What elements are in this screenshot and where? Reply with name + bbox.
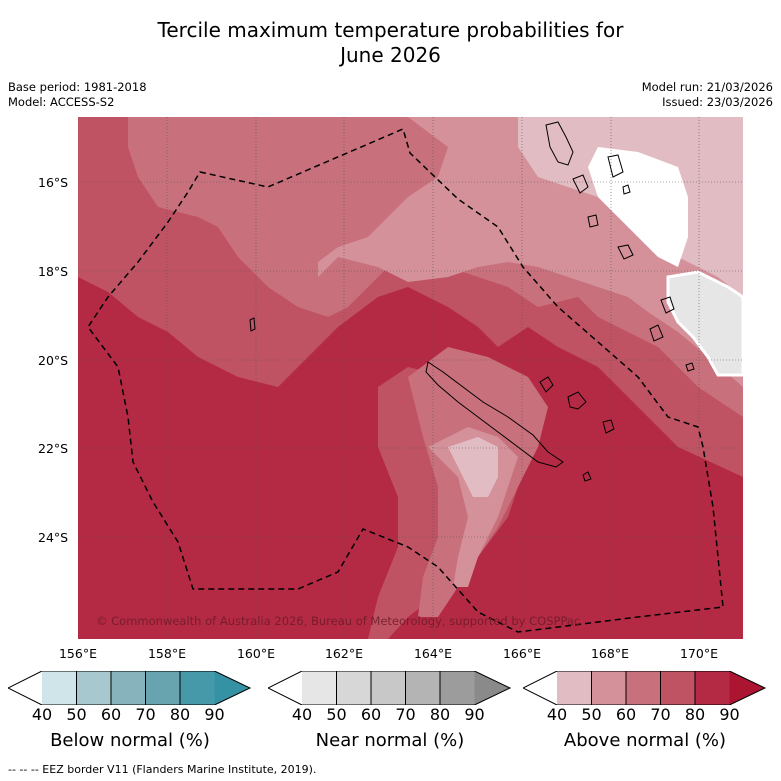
cbar-above-seg-5 (695, 671, 730, 705)
lon-label: 158°E (147, 646, 186, 661)
lon-label: 162°E (324, 646, 363, 661)
below-normal-label: Below normal (%) (50, 730, 210, 751)
cbar-tick: 70 (650, 705, 671, 724)
zone-near-normal (666, 270, 743, 377)
base-period: Base period: 1981-2018 (8, 80, 147, 94)
cbar-tick: 50 (326, 705, 347, 724)
cbar-above-seg-6 (729, 671, 765, 705)
cbar-tick: 90 (464, 705, 485, 724)
colorbar-near-normal (268, 671, 512, 705)
new-caledonia-island (425, 361, 564, 468)
issued-date: Issued: 23/03/2026 (662, 95, 773, 109)
meta-left: Base period: 1981-2018 Model: ACCESS-S2 (8, 80, 147, 110)
vanuatu-santo (545, 121, 574, 166)
cbar-tick: 60 (615, 705, 637, 724)
small-islet (249, 317, 695, 372)
grid-lines (78, 117, 743, 639)
cbar-tick: 80 (169, 705, 191, 724)
lon-label: 160°E (236, 646, 275, 661)
lon-label: 164°E (413, 646, 452, 661)
cbar-below-seg-2 (76, 671, 111, 705)
colorbar-above-normal (523, 671, 767, 705)
cbar-near-seg-6 (474, 671, 510, 705)
cbar-tick: 80 (429, 705, 451, 724)
eez-border (87, 127, 724, 633)
cbar-below-seg-6 (214, 671, 250, 705)
vanuatu-erromango (649, 324, 664, 342)
copyright-notice: © Commonwealth of Australia 2026, Bureau… (96, 614, 581, 628)
lon-label: 156°E (58, 646, 97, 661)
lon-label: 168°E (590, 646, 629, 661)
title-line-1: Tercile maximum temperature probabilitie… (157, 18, 624, 42)
cbar-tick: 80 (684, 705, 706, 724)
lat-label: 16°S (38, 175, 69, 190)
cbar-near-seg-0 (268, 671, 302, 705)
model-run: Model run: 21/03/2026 (641, 80, 773, 94)
cbar-tick: 40 (291, 705, 313, 724)
colorbar-below-normal (8, 671, 252, 705)
eez-footnote: -- -- -- EEZ border V11 (Flanders Marine… (8, 763, 317, 776)
cbar-above-seg-4 (660, 671, 695, 705)
cbar-tick: 60 (360, 705, 382, 724)
cbar-above-seg-0 (523, 671, 557, 705)
cbar-above-seg-2 (591, 671, 626, 705)
cbar-below-seg-5 (180, 671, 215, 705)
cbar-tick: 90 (204, 705, 225, 724)
title-line-2: June 2026 (340, 43, 441, 67)
probability-map (78, 117, 743, 639)
cbar-tick: 60 (100, 705, 122, 724)
loyalty-island-1 (539, 376, 554, 393)
cbar-tick: 70 (135, 705, 156, 724)
loyalty-island-3 (602, 419, 615, 434)
cbar-below-seg-3 (111, 671, 146, 705)
vanuatu-efate (617, 244, 634, 260)
cbar-tick: 40 (546, 705, 568, 724)
cbar-below-seg-1 (42, 671, 77, 705)
map-title: Tercile maximum temperature probabilitie… (0, 18, 781, 68)
cbar-near-seg-2 (336, 671, 371, 705)
model-name: Model: ACCESS-S2 (8, 95, 115, 109)
lat-label: 18°S (38, 264, 69, 279)
cbar-tick: 70 (395, 705, 416, 724)
lon-label: 166°E (502, 646, 541, 661)
lat-label: 22°S (38, 441, 69, 456)
isle-of-pines (582, 471, 592, 482)
lat-label: 24°S (38, 530, 69, 545)
cbar-tick: 50 (581, 705, 602, 724)
cbar-near-seg-3 (371, 671, 406, 705)
zone-40-50-south (448, 437, 498, 497)
cbar-near-seg-4 (405, 671, 440, 705)
cbar-above-seg-1 (557, 671, 592, 705)
loyalty-island-2 (567, 391, 587, 410)
meta-right: Model run: 21/03/2026 Issued: 23/03/2026 (642, 80, 773, 110)
cbar-above-seg-3 (626, 671, 661, 705)
map-svg (78, 117, 743, 639)
cbar-tick: 90 (719, 705, 740, 724)
lat-label: 20°S (38, 353, 69, 368)
cbar-below-seg-0 (8, 671, 42, 705)
cbar-near-seg-5 (440, 671, 475, 705)
near-normal-label: Near normal (%) (315, 730, 465, 751)
vanuatu-small (587, 154, 631, 228)
cbar-tick: 40 (31, 705, 53, 724)
above-normal-label: Above normal (%) (563, 730, 727, 751)
cbar-below-seg-4 (145, 671, 180, 705)
cbar-tick: 50 (66, 705, 87, 724)
lon-label: 170°E (679, 646, 718, 661)
vanuatu-malekula (572, 174, 589, 194)
vanuatu-tanna (660, 296, 675, 314)
cbar-near-seg-1 (302, 671, 337, 705)
